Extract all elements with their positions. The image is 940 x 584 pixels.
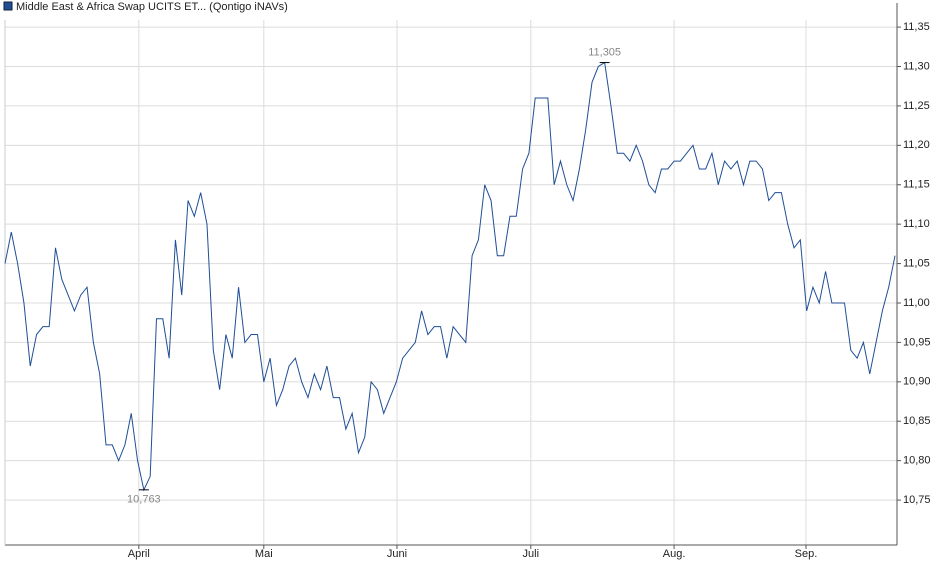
y-tick-label: 11,30 [903, 60, 930, 72]
y-tick-label: 10,80 [903, 455, 931, 467]
y-tick-label: 11,15 [903, 179, 930, 191]
y-tick-label: 11,25 [903, 100, 930, 112]
x-tick-label: Sep. [795, 548, 818, 560]
y-tick-label: 11,05 [903, 257, 930, 269]
annotation-label: 11,305 [588, 46, 621, 58]
x-tick-label: Aug. [663, 548, 686, 560]
y-tick-label: 10,95 [903, 336, 931, 348]
y-tick-label: 10,85 [903, 415, 931, 427]
x-tick-label: Mai [255, 548, 273, 560]
y-tick-label: 11,20 [903, 139, 930, 151]
annotation-label: 10,763 [127, 494, 161, 506]
data-line [4, 61, 896, 492]
y-tick-label: 10,90 [903, 376, 931, 388]
legend-label: Middle East & Africa Swap UCITS ET... (Q… [16, 1, 288, 13]
x-tick-label: April [128, 548, 150, 560]
y-tick-label: 11,35 [903, 21, 930, 33]
y-tick-label: 10,75 [903, 494, 931, 506]
y-tick-label: 11,00 [903, 297, 930, 309]
legend-swatch [3, 1, 13, 11]
x-tick-label: Juli [523, 548, 540, 560]
x-tick-label: Juni [387, 548, 407, 560]
y-tick-label: 11,10 [903, 218, 930, 230]
